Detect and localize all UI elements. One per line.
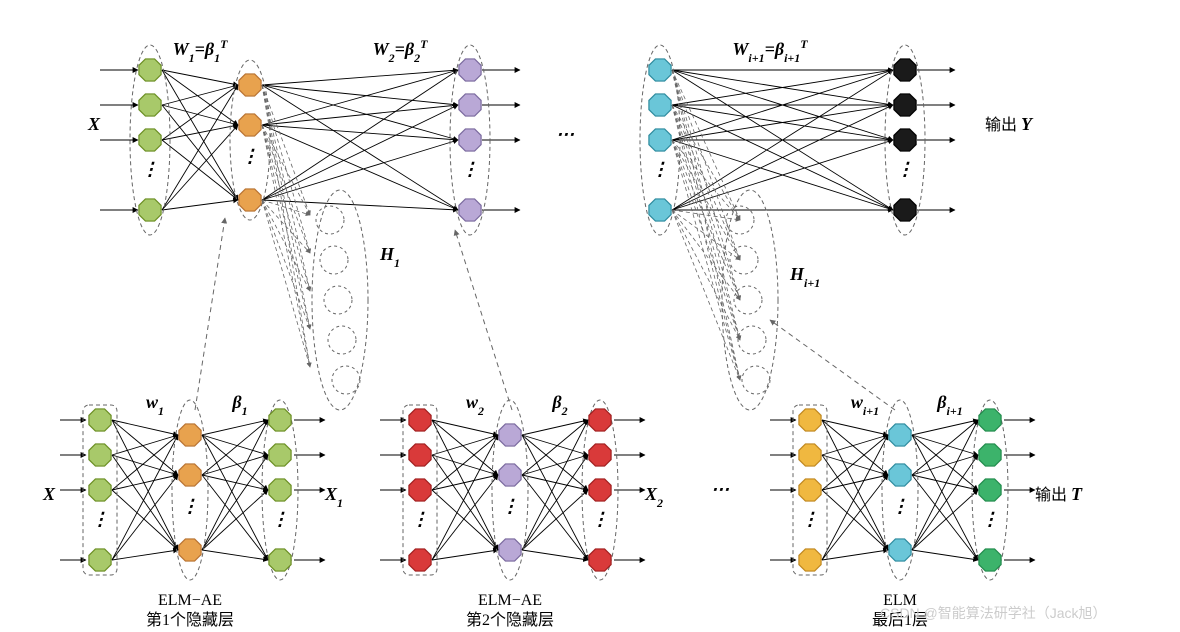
svg-text:W1=β1T: W1=β1T [173, 37, 229, 65]
svg-text:⋮: ⋮ [891, 496, 909, 516]
svg-text:⋮: ⋮ [591, 509, 609, 529]
svg-text:输出 Y: 输出 Y [985, 114, 1034, 134]
svg-text:输出 T: 输出 T [1035, 484, 1083, 504]
svg-text:wi+1: wi+1 [851, 392, 879, 418]
svg-text:⋮: ⋮ [981, 509, 999, 529]
svg-text:X: X [42, 484, 56, 504]
svg-text:⋮: ⋮ [651, 159, 669, 179]
bottom-autoencoders: ⋮ ⋮ ⋮ w1 β1 X X1 ELM−AE 第1个隐藏层 ⋮ ⋮ ⋮ w2 β2 X2 ELM−AE 第2个… [42, 392, 1083, 629]
svg-text:w2: w2 [466, 392, 484, 418]
svg-text:W2=β2T: W2=β2T [373, 37, 429, 65]
svg-text:⋮: ⋮ [181, 496, 199, 516]
top-network: W1=β1T X H1 W2=β2T Wi+1=βi+1T Hi+1 输出 Y ⋯ ⋮ ⋮ ⋮ ⋮ ⋮ [87, 37, 1034, 410]
svg-text:β1: β1 [231, 392, 247, 418]
svg-text:Wi+1=βi+1T: Wi+1=βi+1T [732, 37, 808, 65]
svg-text:第1个隐藏层: 第1个隐藏层 [146, 611, 234, 629]
svg-text:βi+1: βi+1 [936, 392, 962, 418]
svg-text:X: X [87, 114, 101, 134]
svg-text:X1: X1 [324, 484, 343, 510]
svg-text:⋮: ⋮ [241, 146, 259, 166]
svg-text:⋮: ⋮ [411, 509, 429, 529]
svg-text:⋯: ⋯ [711, 479, 730, 499]
svg-text:⋮: ⋮ [501, 496, 519, 516]
svg-text:⋯: ⋯ [556, 124, 575, 144]
svg-text:⋮: ⋮ [896, 159, 914, 179]
svg-text:ELM−AE: ELM−AE [158, 592, 222, 609]
svg-text:⋮: ⋮ [271, 509, 289, 529]
svg-text:X2: X2 [644, 484, 663, 510]
svg-text:第2个隐藏层: 第2个隐藏层 [466, 611, 554, 629]
diagram-svg: W1=β1TXH1W2=β2TWi+1=βi+1THi+1输出 Y⋯⋮⋮⋮⋮⋮⋮… [0, 0, 1180, 632]
svg-text:⋮: ⋮ [801, 509, 819, 529]
svg-text:w1: w1 [146, 392, 164, 418]
svg-text:⋮: ⋮ [91, 509, 109, 529]
svg-text:⋮: ⋮ [461, 159, 479, 179]
svg-text:Hi+1: Hi+1 [789, 264, 820, 290]
svg-text:CSDN @智能算法研学社（Jack旭）: CSDN @智能算法研学社（Jack旭） [880, 605, 1107, 621]
svg-text:⋮: ⋮ [141, 159, 159, 179]
svg-text:ELM−AE: ELM−AE [478, 592, 542, 609]
svg-text:β2: β2 [551, 392, 567, 418]
svg-text:H1: H1 [379, 244, 400, 270]
